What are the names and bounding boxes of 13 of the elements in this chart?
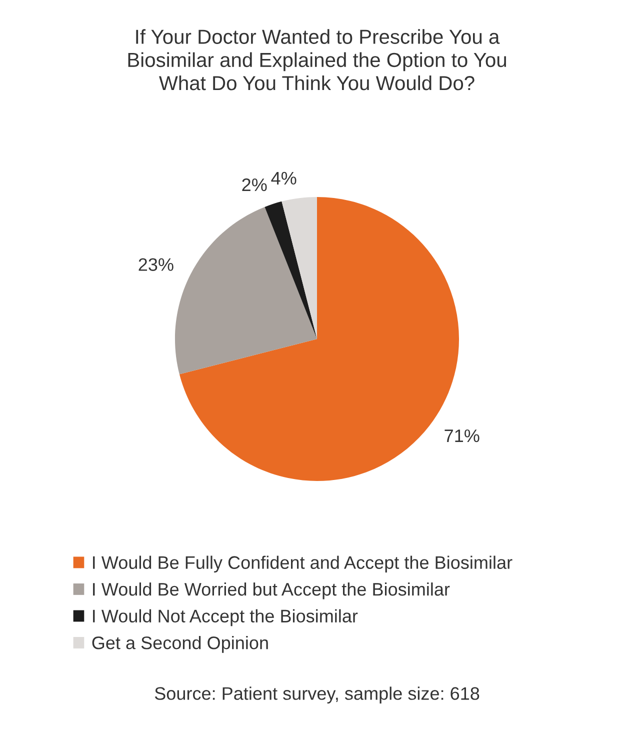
- legend-label: I Would Be Worried but Accept the Biosimilar: [93, 582, 450, 600]
- source-note: Source: Patient survey, sample size: 618: [154, 686, 480, 704]
- chart-title: If Your Doctor Wanted to Prescribe You a Biosimilar and Explained the Option to You What Do You Think You Would Do?: [128, 29, 506, 90]
- data-label: 4%: [271, 172, 296, 185]
- pie-slice: [174, 206, 317, 374]
- data-label: 71%: [444, 429, 480, 442]
- pie-slice: [264, 201, 317, 339]
- pie-slice: [282, 196, 317, 339]
- legend-label: I Would Not Accept the Biosimilar: [93, 609, 358, 626]
- data-label: 23%: [138, 258, 174, 271]
- legend-label: I Would Be Fully Confident and Accept the Biosimilar: [93, 556, 512, 573]
- data-label: 2%: [242, 178, 267, 192]
- legend-label: Get a Second Opinion: [92, 636, 268, 653]
